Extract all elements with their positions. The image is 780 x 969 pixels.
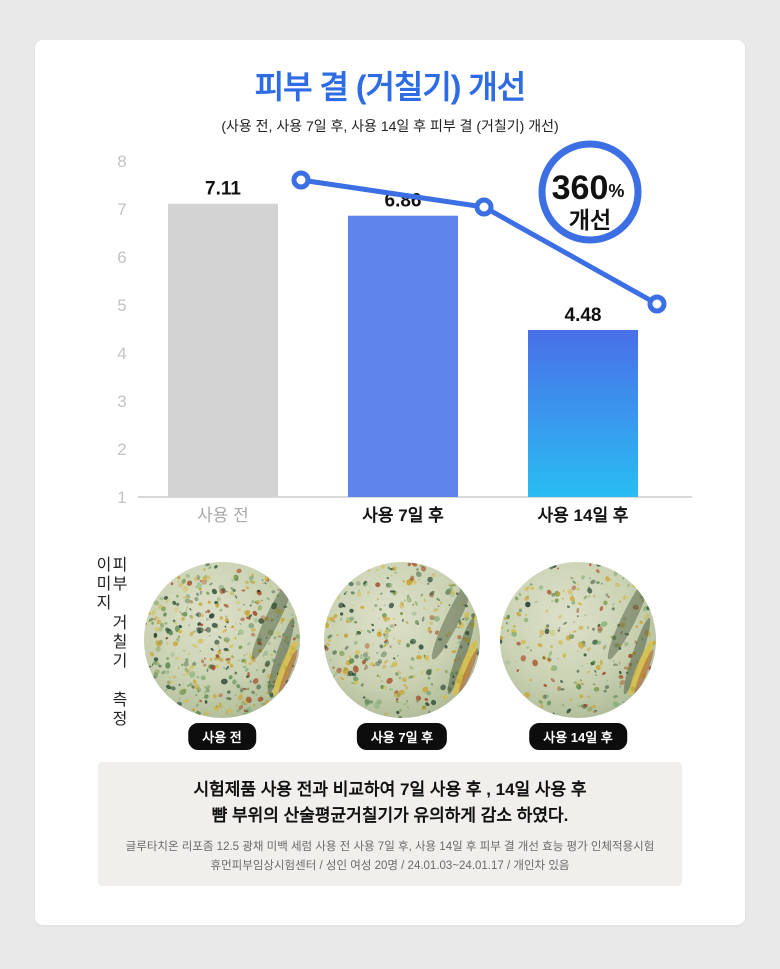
- svg-text:사용 7일 후: 사용 7일 후: [362, 505, 444, 525]
- svg-text:6: 6: [117, 248, 126, 267]
- summary-line-2: 뺨 부위의 산술평균거칠기가 유의하게 감소 하였다.: [211, 806, 569, 825]
- skin-texture-image: [144, 562, 300, 718]
- svg-text:3: 3: [117, 392, 126, 411]
- svg-text:4: 4: [117, 344, 126, 363]
- footnote-line-2: 휴먼피부임상시험센터 / 성인 여성 20명 / 24.01.03~24.01.…: [210, 860, 570, 872]
- image-label: 사용 전: [202, 730, 242, 745]
- svg-text:4.48: 4.48: [565, 305, 602, 326]
- skin-texture-image: [500, 562, 656, 718]
- side-label: 피부 거칠기 측정 이미지: [93, 556, 126, 729]
- footnote-line-1: 글루타치온 리포좀 12.5 광채 미백 세럼 사용 전 사용 7일 후, 사용…: [125, 841, 655, 853]
- skin-texture-image: [324, 562, 480, 718]
- page-title: 피부 결 (거칠기) 개선: [254, 69, 527, 105]
- summary-box: 시험제품 사용 전과 비교하여 7일 사용 후 , 14일 사용 후 뺨 부위의…: [98, 762, 682, 886]
- svg-text:사용 전: 사용 전: [197, 506, 249, 525]
- svg-text:1: 1: [117, 488, 126, 507]
- image-label: 사용 14일 후: [543, 730, 613, 745]
- svg-text:5: 5: [117, 296, 126, 315]
- svg-text:2: 2: [117, 440, 126, 459]
- image-label-pill: 사용 7일 후: [354, 721, 450, 752]
- image-label-pill: 사용 14일 후: [527, 721, 629, 752]
- svg-text:360%: 360%: [552, 169, 625, 207]
- skin-image-figure: [322, 560, 482, 720]
- skin-image-figure: [142, 560, 302, 720]
- image-label-pill: 사용 전: [186, 721, 258, 752]
- svg-text:7: 7: [117, 200, 126, 219]
- summary-line-1: 시험제품 사용 전과 비교하여 7일 사용 후 , 14일 사용 후: [193, 780, 587, 799]
- page-subtitle: (사용 전, 사용 7일 후, 사용 14일 후 피부 결 (거칠기) 개선): [221, 118, 559, 134]
- svg-text:8: 8: [117, 152, 126, 171]
- image-label: 사용 7일 후: [370, 730, 434, 745]
- skin-image-figure: [498, 560, 658, 720]
- svg-text:7.11: 7.11: [205, 179, 241, 200]
- svg-text:개선: 개선: [569, 207, 611, 233]
- svg-text:사용 14일 후: 사용 14일 후: [538, 505, 629, 525]
- infographic-card: 피부 결 (거칠기) 개선 (사용 전, 사용 7일 후, 사용 14일 후 피…: [35, 40, 745, 925]
